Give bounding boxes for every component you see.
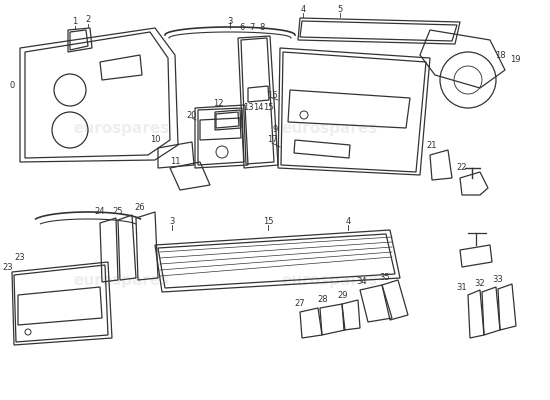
Text: 17: 17 [267,136,277,144]
Text: 11: 11 [170,158,180,166]
Text: eurospares: eurospares [282,272,378,288]
Text: 4: 4 [345,218,351,226]
Text: 35: 35 [379,274,390,282]
Text: 6: 6 [239,24,245,32]
Text: 25: 25 [113,208,123,216]
Text: 22: 22 [456,164,468,172]
Text: 29: 29 [338,292,348,300]
Text: 27: 27 [295,300,305,308]
Text: 14: 14 [253,102,263,112]
Text: 0: 0 [9,80,15,90]
Text: 28: 28 [318,296,328,304]
Text: 9: 9 [272,126,278,134]
Text: 24: 24 [95,208,105,216]
Text: 15: 15 [263,102,273,112]
Text: 13: 13 [243,102,254,112]
Text: 20: 20 [187,110,197,120]
Text: 8: 8 [259,24,265,32]
Text: eurospares: eurospares [282,120,378,136]
Text: 10: 10 [150,136,160,144]
Text: 16: 16 [267,90,277,100]
Text: 21: 21 [427,140,437,150]
Text: 23: 23 [3,264,13,272]
Text: 3: 3 [169,218,175,226]
Text: 19: 19 [510,56,520,64]
Text: 7: 7 [249,24,255,32]
Text: 2: 2 [85,16,91,24]
Text: eurospares: eurospares [73,120,169,136]
Text: 31: 31 [456,282,468,292]
Text: 4: 4 [300,6,306,14]
Text: 15: 15 [263,218,273,226]
Text: 1: 1 [73,18,78,26]
Text: 12: 12 [213,100,223,108]
Text: 26: 26 [135,204,145,212]
Text: eurospares: eurospares [73,272,169,288]
Text: 32: 32 [475,278,485,288]
Text: 18: 18 [494,50,505,60]
Text: 23: 23 [15,254,25,262]
Text: 3: 3 [227,18,233,26]
Text: 33: 33 [493,276,503,284]
Text: 34: 34 [357,278,367,286]
Text: 5: 5 [337,6,343,14]
